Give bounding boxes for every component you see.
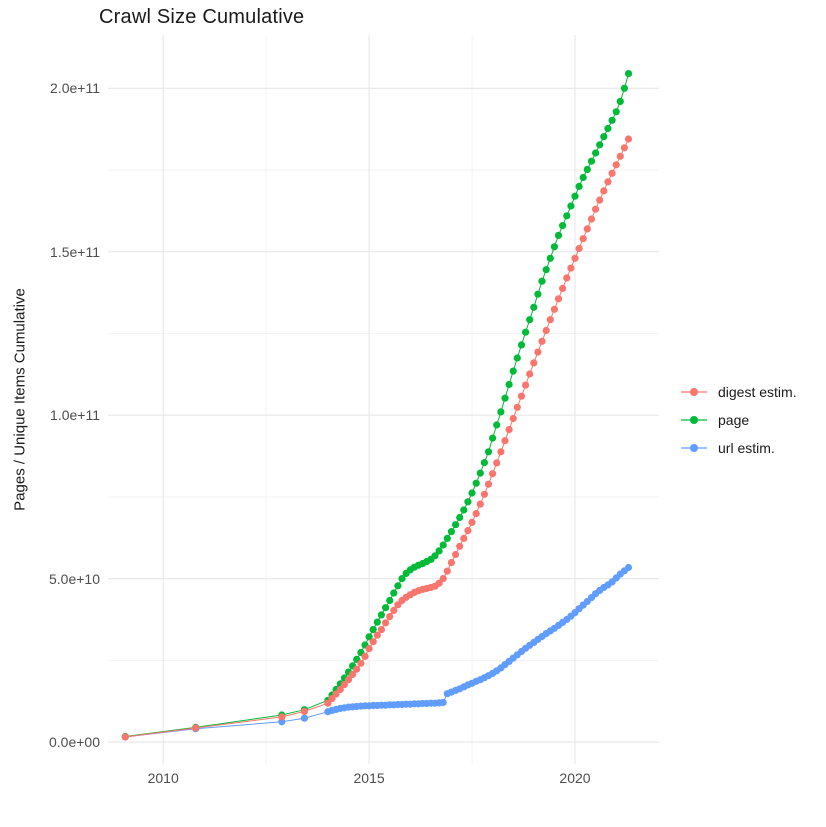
legend-key-digest-estim-icon	[681, 388, 707, 396]
legend-item-page: page	[679, 406, 797, 434]
legend-label: digest estim.	[718, 384, 797, 400]
legend-item-digest-estim: digest estim.	[679, 378, 797, 406]
series-points-page	[121, 70, 633, 741]
y-tick-label: 0.0e+00	[49, 734, 100, 751]
legend-label: url estim.	[718, 440, 775, 456]
x-tick-label: 2020	[559, 770, 591, 786]
x-tick-label: 2010	[147, 770, 179, 786]
legend-key-page-icon	[681, 416, 707, 424]
major-gridlines	[108, 35, 659, 764]
series-line-url-estim	[125, 567, 629, 738]
series-points-url-estim	[121, 563, 633, 741]
y-tick-label: 1.5e+11	[50, 243, 100, 260]
legend: digest estim. page url estim.	[679, 378, 797, 462]
legend-item-url-estim: url estim.	[679, 434, 797, 462]
x-tick-label: 2015	[353, 770, 385, 786]
chart-title: Crawl Size Cumulative	[99, 6, 305, 28]
y-tick-label: 2.0e+11	[50, 80, 100, 97]
legend-key-url-estim-icon	[681, 444, 707, 452]
minor-gridlines	[108, 35, 659, 764]
legend-label: page	[718, 412, 750, 428]
series-points-digest-estim	[121, 135, 633, 741]
y-tick-label: 5.0e+10	[49, 570, 100, 587]
y-tick-label: 1.0e+11	[50, 407, 100, 424]
series-line-digest-estim	[125, 138, 629, 738]
